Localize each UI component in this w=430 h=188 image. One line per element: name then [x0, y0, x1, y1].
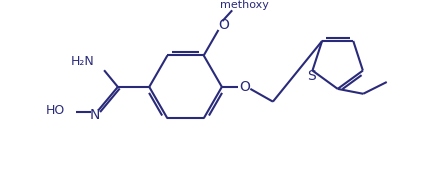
Text: O: O: [218, 18, 229, 32]
Text: methoxy: methoxy: [219, 0, 268, 10]
Text: N: N: [90, 108, 101, 122]
Text: O: O: [239, 80, 250, 94]
Text: H₂N: H₂N: [71, 55, 94, 68]
Text: HO: HO: [46, 104, 65, 117]
Text: S: S: [307, 69, 316, 83]
